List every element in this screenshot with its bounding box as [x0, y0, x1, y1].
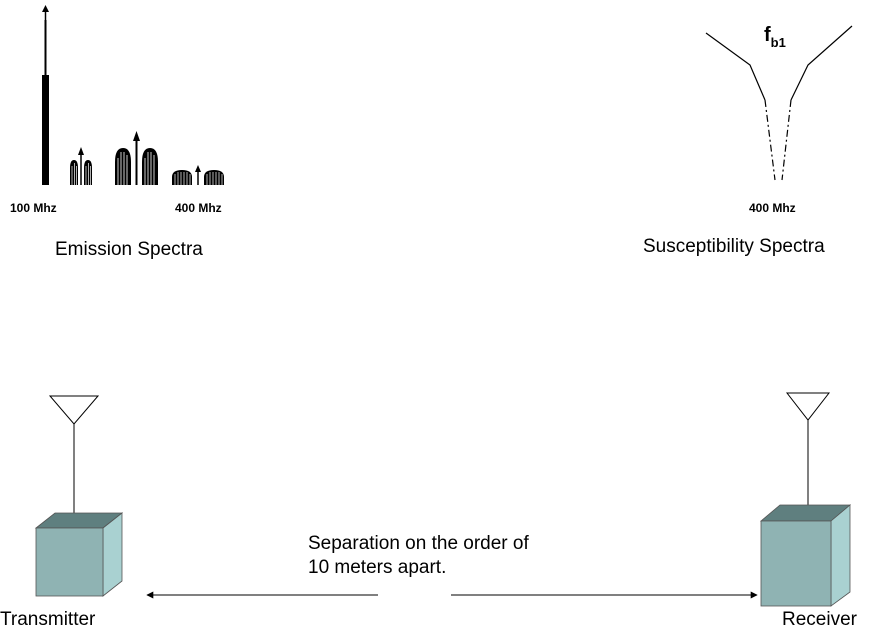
- transmitter-box-front: [35, 527, 104, 597]
- transmitter-label: Transmitter: [0, 609, 96, 630]
- separation-text-line1: Separation on the order of: [308, 533, 529, 554]
- susceptibility-left-dashed: [764, 99, 776, 181]
- susceptibility-left-branch: [705, 32, 766, 101]
- emission-harmonic-1: [70, 147, 92, 185]
- susceptibility-curve: [705, 25, 853, 181]
- susceptibility-right-branch: [790, 25, 853, 101]
- susceptibility-right-dashed: [781, 99, 792, 181]
- receiver-box-front: [760, 520, 832, 607]
- receiver-box-side: [830, 504, 851, 607]
- receiver-box: [759, 504, 852, 607]
- emission-freq-low-label: 100 Mhz: [10, 201, 57, 215]
- receiver-label: Receiver: [782, 609, 857, 630]
- emission-main-peak: [42, 5, 49, 185]
- susceptibility-symbol-sub: b1: [770, 35, 786, 50]
- separation-text-line2: 10 meters apart.: [308, 557, 447, 578]
- transmitter-box: [34, 512, 124, 597]
- receiver-antenna: [785, 392, 831, 505]
- emission-caption: Emission Spectra: [55, 239, 203, 260]
- emission-harmonic-2: [115, 131, 158, 185]
- emission-harmonic-3: [172, 165, 224, 185]
- emission-freq-high-label: 400 Mhz: [175, 201, 222, 215]
- transmitter-box-side: [102, 512, 123, 597]
- susceptibility-freq-label: 400 Mhz: [749, 201, 796, 215]
- susceptibility-symbol-main: f: [764, 24, 771, 46]
- transmitter-antenna: [48, 395, 100, 513]
- emission-spectrum-plot: [42, 5, 224, 185]
- susceptibility-symbol: fb1: [764, 24, 786, 49]
- susceptibility-caption: Susceptibility Spectra: [643, 236, 825, 257]
